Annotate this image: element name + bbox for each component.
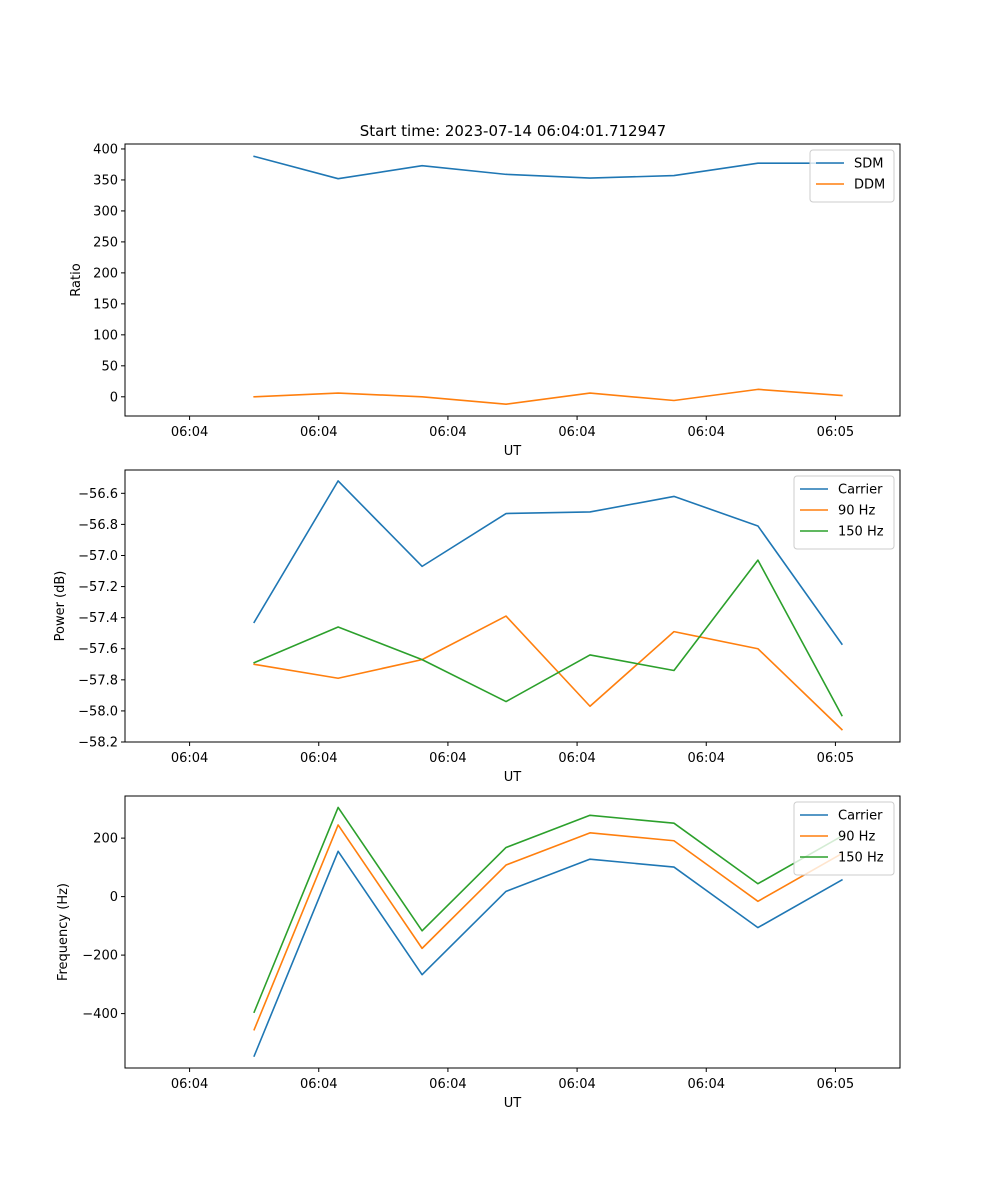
panel-ratio: 06:04 06:04 06:04 06:04 06:04 06:05 0 50 100 150 2… xyxy=(69,142,901,459)
y-tick-label-ratio: 350 xyxy=(93,173,118,188)
y-tick-label-ratio: 250 xyxy=(93,235,118,250)
x-tick-label-power: 06:04 xyxy=(688,751,725,766)
legend-label-ratio-sdm: SDM xyxy=(854,157,883,172)
y-tick-label-frequency: −200 xyxy=(82,949,118,964)
x-tick-label-frequency: 06:04 xyxy=(558,1077,595,1092)
y-tick-label-ratio: 0 xyxy=(110,390,118,405)
series-line-frequency-150-hz xyxy=(253,806,843,1014)
legend-label-power-90-hz: 90 Hz xyxy=(838,504,875,519)
y-tick-label-frequency: −400 xyxy=(82,1007,118,1022)
x-tick-label-power: 06:04 xyxy=(429,751,466,766)
x-axis-label-ratio: UT xyxy=(504,444,522,459)
x-tick-label-ratio: 06:04 xyxy=(558,425,595,440)
y-tick-label-ratio: 300 xyxy=(93,204,118,219)
series-line-frequency-carrier xyxy=(253,850,843,1058)
y-tick-label-power: −56.8 xyxy=(78,518,118,533)
panel-frequency: 06:04 06:04 06:04 06:04 06:04 06:05 −400 −200 0 2… xyxy=(56,795,901,1111)
x-axis-label-frequency: UT xyxy=(504,1096,522,1111)
panel-power: 06:04 06:04 06:04 06:04 06:04 06:05 −58.2 −58.0… xyxy=(53,469,901,785)
legend-label-power-carrier: Carrier xyxy=(838,483,883,498)
y-axis-label-power: Power (dB) xyxy=(53,571,68,642)
chart-title: Start time: 2023-07-14 06:04:01.712947 xyxy=(360,122,666,140)
x-tick-label-frequency: 06:04 xyxy=(300,1077,337,1092)
y-tick-label-power: −58.0 xyxy=(78,704,118,719)
series-line-power-150-hz xyxy=(253,559,843,717)
x-tick-label-frequency: 06:04 xyxy=(171,1077,208,1092)
y-tick-label-ratio: 100 xyxy=(93,328,118,343)
chart-panels: 06:04 06:04 06:04 06:04 06:04 06:05 0 50 100 150 2… xyxy=(53,142,901,1111)
legend-ratio: SDM DDM xyxy=(809,149,895,203)
x-tick-label-ratio: 06:05 xyxy=(817,425,854,440)
y-axis-label-ratio: Ratio xyxy=(69,263,84,296)
x-tick-label-ratio: 06:04 xyxy=(688,425,725,440)
series-line-power-90-hz xyxy=(253,615,844,731)
legend-label-ratio-ddm: DDM xyxy=(854,178,885,193)
legend-power: Carrier 90 Hz 150 Hz xyxy=(793,475,895,550)
x-tick-label-ratio: 06:04 xyxy=(429,425,466,440)
series-line-frequency-90-hz xyxy=(253,824,843,1031)
series-line-ratio-sdm xyxy=(253,155,843,180)
y-tick-label-ratio: 200 xyxy=(93,266,118,281)
axes-frame-frequency xyxy=(124,795,901,1069)
y-tick-label-power: −57.8 xyxy=(78,673,118,688)
series-line-ratio-ddm xyxy=(253,388,843,406)
x-tick-label-power: 06:05 xyxy=(817,751,854,766)
y-axis-label-frequency: Frequency (Hz) xyxy=(56,883,71,981)
x-tick-label-frequency: 06:05 xyxy=(817,1077,854,1092)
legend-label-frequency-90-hz: 90 Hz xyxy=(838,830,875,845)
y-tick-label-frequency: 0 xyxy=(110,890,118,905)
x-tick-label-ratio: 06:04 xyxy=(300,425,337,440)
legend-label-power-150-hz: 150 Hz xyxy=(838,525,884,540)
x-tick-label-power: 06:04 xyxy=(558,751,595,766)
y-tick-label-frequency: 200 xyxy=(93,832,118,847)
y-tick-label-ratio: 150 xyxy=(93,297,118,312)
y-tick-label-power: −57.6 xyxy=(78,642,118,657)
x-axis-label-power: UT xyxy=(504,770,522,785)
axes-frame-ratio xyxy=(124,143,901,417)
y-tick-label-power: −57.2 xyxy=(78,580,118,595)
x-tick-label-frequency: 06:04 xyxy=(429,1077,466,1092)
y-tick-label-power: −58.2 xyxy=(78,736,118,751)
legend-label-frequency-150-hz: 150 Hz xyxy=(838,851,884,866)
legend-frequency: Carrier 90 Hz 150 Hz xyxy=(793,801,895,876)
x-tick-label-power: 06:04 xyxy=(171,751,208,766)
legend-label-frequency-carrier: Carrier xyxy=(838,809,883,824)
y-tick-label-ratio: 400 xyxy=(93,142,118,157)
y-tick-label-ratio: 50 xyxy=(101,359,118,374)
series-line-power-carrier xyxy=(253,480,843,646)
x-tick-label-frequency: 06:04 xyxy=(688,1077,725,1092)
x-tick-label-ratio: 06:04 xyxy=(171,425,208,440)
x-tick-label-power: 06:04 xyxy=(300,751,337,766)
axes-frame-power xyxy=(124,469,901,743)
y-tick-label-power: −57.4 xyxy=(78,611,118,626)
y-tick-label-power: −57.0 xyxy=(78,549,118,564)
y-tick-label-power: −56.6 xyxy=(78,487,118,502)
